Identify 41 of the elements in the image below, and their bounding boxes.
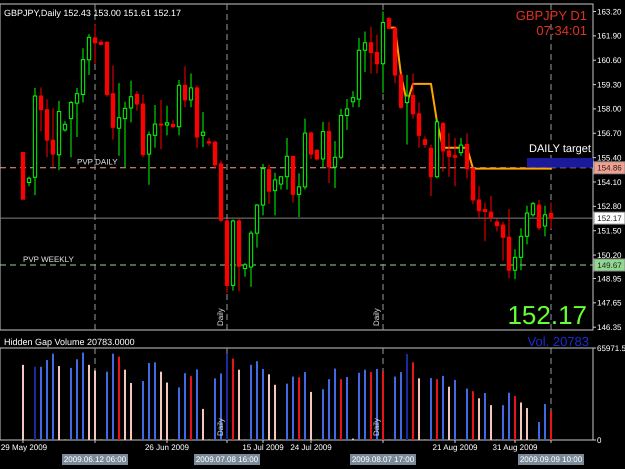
x-tick-label: 26 Jun 2009	[144, 443, 190, 452]
annotation: 152.17	[507, 300, 587, 330]
text: 154.86	[597, 164, 622, 173]
y-tick-label: 158.00	[597, 104, 622, 114]
chart-title: Hidden Gap Volume 20783.0000	[4, 337, 135, 347]
y-tick-label: 151.50	[597, 226, 622, 236]
annotation: Daily	[372, 418, 381, 436]
annotation: 07:34:01	[536, 23, 587, 38]
x-tick-label: 29 May 2009	[0, 443, 48, 452]
y-tick-label: 155.40	[597, 153, 622, 162]
y-tick-label: 147.65	[597, 298, 622, 308]
annotation: Daily	[216, 308, 225, 326]
y-tick-label: 150.20	[597, 250, 622, 260]
y-tick-label: 146.35	[597, 322, 622, 332]
x-tick-label: 2009.09.09 10:00	[520, 455, 583, 464]
y-tick-label: 0	[597, 436, 602, 445]
y-tick-label: 159.30	[597, 80, 622, 90]
annotation: Vol. 20783	[528, 334, 589, 349]
x-tick-label: 2009.07.08 16:00	[196, 455, 259, 464]
x-tick-label: 21 Aug 2009	[432, 443, 478, 452]
y-tick-label: 152.80	[597, 202, 622, 212]
y-tick-label: 161.90	[597, 32, 622, 41]
text: 149.67	[597, 260, 622, 270]
band-label: DAILY target	[529, 143, 591, 156]
ref-line-label: PVP DAILY	[77, 158, 118, 167]
annotation: Daily	[216, 418, 225, 436]
text: 152.17	[597, 214, 622, 223]
y-tick-label: 163.20	[597, 7, 622, 16]
y-tick-label: 148.95	[597, 274, 622, 284]
y-tick-label: 156.70	[597, 129, 622, 138]
x-tick-label: 2009.06.12 06:00	[64, 455, 127, 464]
text: GBPJPY,Daily 152.43 153.00 151.61 152.17	[4, 8, 181, 18]
y-tick-label: 160.60	[597, 56, 622, 66]
x-tick-label: 2009.08.07 17:00	[352, 455, 415, 464]
x-tick-label: 24 Jul 2009	[290, 443, 332, 452]
annotation: Daily	[372, 308, 381, 326]
y-tick-label: 154.10	[597, 178, 622, 187]
annotation: GBPJPY D1	[516, 8, 587, 23]
ref-line-label: PVP WEEKLY	[23, 254, 74, 264]
x-tick-label: 15 Jul 2009	[242, 443, 284, 452]
x-tick-label: 31 Aug 2009	[492, 443, 538, 452]
